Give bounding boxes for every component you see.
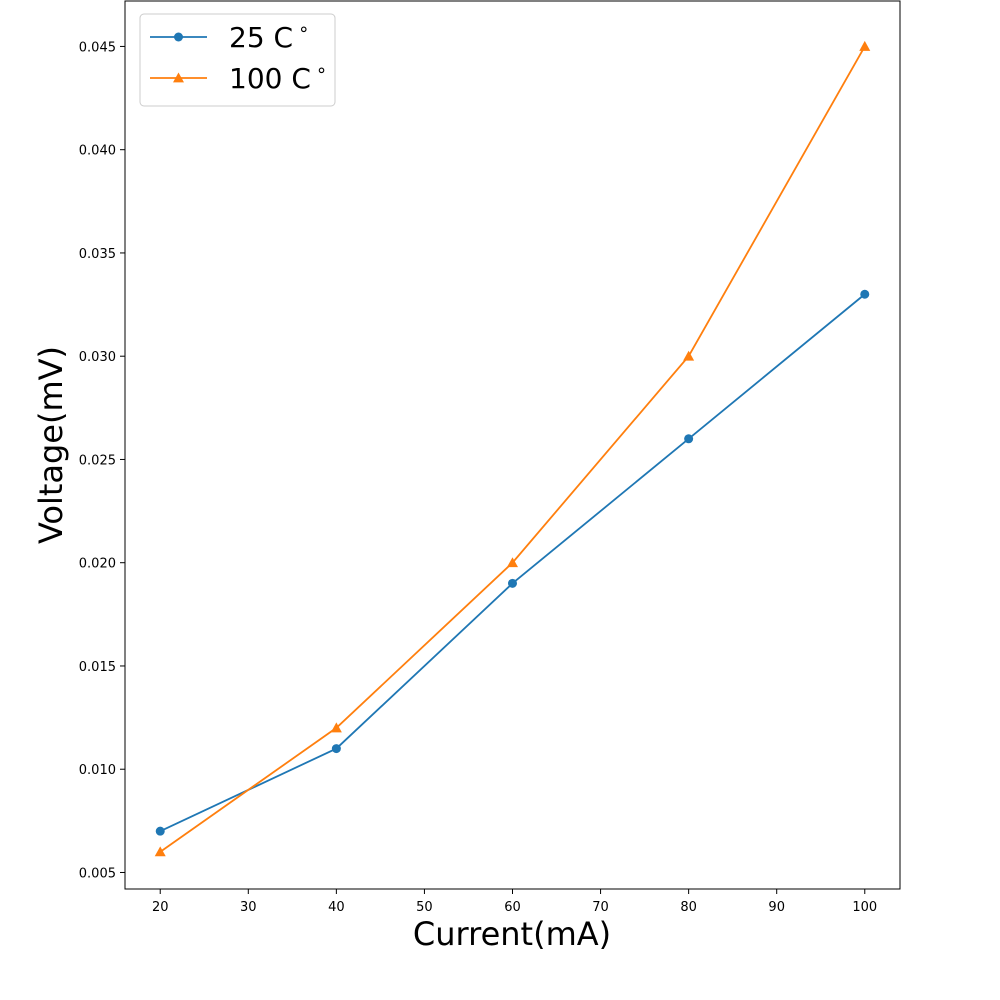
data-point [507, 557, 518, 568]
y-tick-label: 0.040 [79, 144, 116, 159]
series-layer [154, 40, 871, 857]
data-point [154, 846, 166, 857]
x-tick-label: 70 [592, 900, 609, 915]
x-tick-label: 30 [240, 900, 257, 915]
series-100c [154, 40, 871, 857]
legend-marker [174, 32, 183, 42]
x-tick-label: 20 [152, 900, 169, 915]
data-point [331, 744, 341, 754]
data-point [683, 350, 695, 361]
data-point [330, 722, 342, 733]
y-tick-label: 0.035 [79, 247, 116, 262]
plot-area [125, 1, 900, 889]
legend-label: 25 C ∘ [229, 19, 309, 54]
legend-label: 100 C ∘ [229, 60, 327, 95]
y-tick-label: 0.005 [79, 866, 116, 881]
x-tick-label: 40 [328, 900, 345, 915]
y-tick-label: 0.025 [79, 453, 116, 468]
data-point [508, 578, 517, 588]
x-tick-label: 60 [504, 900, 521, 915]
y-tick-label: 0.030 [79, 350, 116, 365]
y-axis-ticks: 0.005 0.010 0.015 0.020 0.025 0.030 0.035 0.040… [79, 40, 125, 881]
data-point [859, 40, 871, 51]
x-axis-ticks: 20 30 40 50 60 70 80 90 100 [152, 889, 877, 915]
x-tick-label: 100 [852, 900, 877, 915]
data-point [684, 434, 694, 444]
y-tick-label: 0.045 [79, 40, 116, 55]
data-point [155, 826, 165, 836]
x-tick-label: 80 [680, 900, 697, 915]
x-tick-label: 90 [768, 900, 785, 915]
y-tick-label: 0.015 [79, 660, 116, 675]
x-tick-label: 50 [416, 900, 433, 915]
y-tick-label: 0.020 [79, 557, 116, 572]
legend-marker [173, 72, 184, 83]
data-point [860, 289, 870, 299]
x-axis-title: Current(mA) [413, 915, 611, 953]
legend: 25 C ∘ 100 C ∘ [139, 13, 336, 107]
y-axis-title: Voltage(mV) [32, 346, 70, 544]
series-25c [155, 289, 870, 836]
y-tick-label: 0.010 [79, 763, 116, 778]
